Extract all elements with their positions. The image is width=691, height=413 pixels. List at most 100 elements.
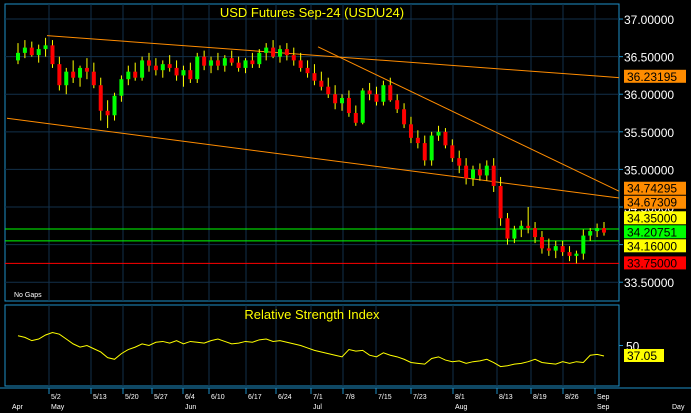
date-tick-label: 7/15 [378,394,392,401]
candle-body [305,67,310,74]
candle-body [374,94,379,102]
candle-body [243,60,248,68]
candle-body [312,73,317,81]
date-tick-label: 5/13 [93,394,107,401]
candle-body [436,131,441,136]
candle-body [195,56,200,80]
candle-body [64,71,69,86]
date-tick-label: 8/13 [499,394,513,401]
candle-body [381,85,386,102]
date-tick-label: 8/19 [533,394,547,401]
candle-body [264,47,269,53]
candle-body [181,70,186,76]
candle-body [298,60,303,68]
candle-body [553,246,558,251]
candle-body [353,113,358,123]
candle-body [443,131,448,146]
price-tick-label: 36.00000 [624,88,674,102]
candle-body [91,71,96,86]
candle-body [539,237,544,249]
price-tag-label: 34.20751 [627,225,677,239]
candle-body [512,229,517,239]
candle-body [581,235,586,254]
candle-body [57,64,62,86]
month-label: Jul [313,404,322,411]
candle-body [477,169,482,176]
candle-body [209,60,214,66]
candle-body [519,225,524,230]
candle-body [277,49,282,57]
date-tick-label: 5/2 [51,394,61,401]
price-tick-label: 37.00000 [624,13,674,27]
month-label: Aug [455,404,468,411]
candle-body [50,45,55,65]
candle-body [167,64,172,68]
date-tick-label: 6/17 [248,394,262,401]
price-tag [624,69,686,83]
date-tick-label: 8/26 [565,394,579,401]
date-tick-label: 6/10 [211,394,225,401]
candle-body [98,85,103,111]
candle-body [319,80,324,87]
date-tick-label: 8/1 [455,394,465,401]
candle-body [464,165,469,179]
trendline [317,46,620,192]
candle-body [146,60,151,66]
candle-body [471,169,476,179]
candle-body [153,65,158,71]
candle-body [36,49,41,56]
price-tag [624,225,686,239]
price-tag [624,195,686,209]
price-tag-label: 36.23195 [627,70,677,84]
price-tag [624,211,686,225]
month-label: May [51,404,65,411]
month-label: Jun [185,404,196,411]
price-tag [624,239,686,253]
candle-body [595,228,600,232]
price-tag-label: 34.16000 [627,239,677,253]
candle-body [43,45,48,50]
candle-body [567,252,572,256]
candle-body [119,79,124,96]
candle-body [457,158,462,166]
candle-body [250,60,255,65]
rsi-value-tag [624,348,664,362]
price-tick-label: 33.50000 [624,276,674,290]
candle-body [78,67,83,78]
date-tick-label: 5/20 [125,394,139,401]
candle-body [333,94,338,104]
candle-body [291,55,296,61]
month-label: Apr [12,404,24,411]
candle-body [284,49,289,56]
rsi-panel-frame [4,304,620,387]
candle-body [29,47,34,56]
candle-body [388,85,393,101]
price-tags: 36.23195 34.7429534.6730934.3500034.20751… [624,69,686,270]
price-tick-label: 36.50000 [624,51,674,65]
candle-body [84,67,89,72]
candle-body [574,253,579,256]
candle-body [498,185,503,219]
price-tag-label: 34.74295 [627,182,677,196]
candle-body [505,218,510,239]
trendline [46,35,620,79]
date-tick-label: Sep [597,394,610,401]
trendline [6,117,620,199]
price-tag-label: 34.35000 [627,211,677,225]
date-tick-label: 7/23 [413,394,427,401]
price-tick-label: 35.00000 [624,163,674,177]
candle-body [602,228,606,233]
date-tick-label: 5/27 [154,394,168,401]
horizontal-lines [5,228,619,264]
candle-body [491,165,496,186]
candle-body [360,90,365,123]
candle-body [402,109,407,125]
candle-body [105,110,110,116]
candle-body [271,47,276,57]
chart-title: USD Futures Sep-24 (USDU24) [220,5,404,20]
candle-body [140,60,145,78]
candle-body [450,145,455,159]
candle-body [546,248,551,251]
candle-body [71,71,76,78]
